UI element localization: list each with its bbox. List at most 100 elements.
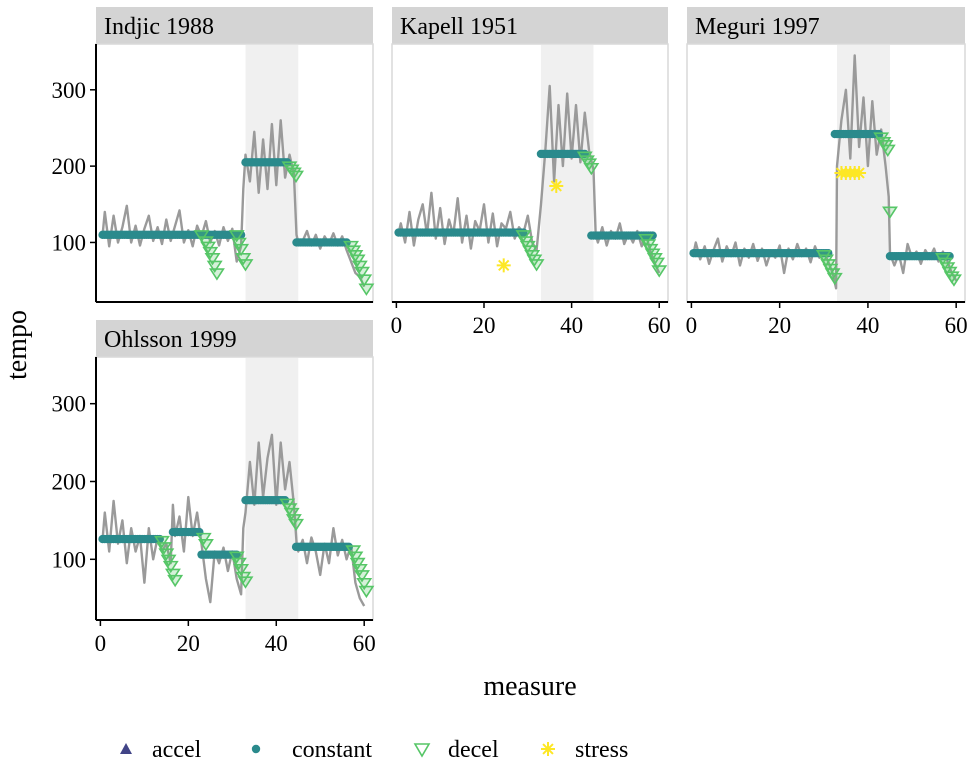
legend: accel constant decel stress — [120, 737, 628, 761]
legend-entry-constant: constant — [251, 737, 372, 761]
stress-point — [496, 258, 511, 273]
decel-point — [237, 576, 254, 589]
panel-title: Meguri 1997 — [695, 14, 820, 40]
decel-point — [164, 568, 181, 581]
decel-point — [354, 570, 370, 583]
panel: Kapell 1951 0 20 40 60 — [391, 7, 671, 338]
decel-point — [288, 170, 305, 183]
stress-stroke — [542, 743, 554, 755]
constant-segment — [292, 238, 351, 247]
decel-point — [204, 253, 221, 266]
decel-point — [358, 585, 375, 599]
constant-segment — [291, 542, 354, 552]
decel-point — [583, 162, 600, 176]
decel-point — [356, 274, 373, 287]
panels: Indjic 1988 100 200 300 Kapell 1951 0 20 40 60 Me… — [52, 7, 968, 656]
decel-point — [197, 539, 214, 552]
decel-point — [349, 254, 366, 267]
y-axis-title: tempo — [2, 310, 33, 380]
panel-background — [95, 356, 374, 621]
panel-background — [95, 43, 374, 303]
decel-point — [351, 563, 368, 577]
decel-point — [235, 253, 252, 266]
decel-point — [649, 257, 666, 270]
x-tick-label: 60 — [648, 313, 671, 338]
x-tick-label: 0 — [686, 313, 698, 338]
y-tick-label: 100 — [52, 230, 87, 255]
decel-point — [195, 532, 212, 546]
decel-point — [347, 551, 364, 564]
panel: Ohlsson 1999 100 200 300 0 20 40 60 — [52, 320, 376, 656]
decel-point — [882, 206, 898, 219]
decel-point — [358, 283, 375, 296]
x-tick-label: 20 — [473, 313, 496, 338]
stress-stroke — [498, 259, 510, 272]
decel-point — [206, 260, 223, 274]
constant-segment — [885, 252, 954, 261]
x-tick-label: 40 — [560, 313, 583, 338]
decel-point — [233, 563, 250, 577]
stress-point — [852, 166, 867, 180]
decel-point — [158, 548, 175, 561]
decel-point — [162, 560, 179, 574]
legend-label: accel — [152, 737, 202, 761]
strip-background — [96, 7, 373, 44]
x-tick-label: 60 — [945, 313, 968, 338]
legend-accel-icon — [120, 743, 132, 754]
decel-point — [283, 507, 300, 521]
decel-point — [356, 577, 373, 591]
constant-segment — [689, 248, 833, 258]
decel-point — [156, 542, 173, 555]
panel-title: Kapell 1951 — [400, 14, 518, 40]
constant-segment — [394, 228, 528, 237]
constant-segment — [830, 129, 884, 139]
decel-point — [208, 268, 225, 281]
decel-point — [351, 260, 368, 274]
decel-point — [651, 265, 668, 278]
x-tick-label: 40 — [856, 313, 879, 338]
decel-point — [160, 554, 177, 567]
decel-point — [945, 274, 962, 287]
y-tick-label: 100 — [52, 547, 87, 572]
y-tick-label: 200 — [52, 154, 87, 179]
decel-point — [193, 230, 210, 243]
panel-title: Indjic 1988 — [104, 14, 214, 40]
constant-segment — [241, 495, 290, 505]
stress-stroke — [853, 167, 865, 179]
y-tick-label: 200 — [52, 469, 87, 494]
panel: Meguri 1997 0 20 40 60 — [686, 7, 968, 338]
decel-point — [354, 266, 370, 280]
legend-entry-accel: accel — [120, 737, 202, 761]
decel-point — [233, 243, 250, 257]
stress-point — [549, 178, 564, 193]
stress-stroke — [550, 180, 562, 192]
legend-stress-icon — [541, 742, 555, 756]
legend-entry-decel: decel — [413, 737, 499, 761]
shaded-region — [540, 45, 594, 301]
decel-point — [345, 545, 362, 558]
decel-point — [153, 535, 170, 549]
decel-point — [230, 237, 247, 251]
decel-point — [826, 272, 843, 286]
x-tick-label: 0 — [391, 313, 403, 338]
panel-background — [391, 43, 669, 303]
decel-point — [230, 557, 247, 571]
legend-label: constant — [292, 737, 372, 761]
y-tick-label: 300 — [52, 392, 87, 417]
x-tick-label: 60 — [353, 631, 376, 656]
decel-point — [528, 259, 545, 272]
legend-entry-stress: stress — [541, 737, 628, 761]
x-axis-title: measure — [483, 671, 576, 702]
legend-label: stress — [575, 737, 628, 761]
constant-segment — [98, 230, 235, 240]
decel-point — [879, 144, 896, 157]
decel-point — [515, 230, 532, 243]
decel-point — [167, 574, 184, 588]
panel: Indjic 1988 100 200 300 — [52, 7, 375, 303]
x-tick-label: 40 — [265, 631, 288, 656]
strip-background — [392, 7, 668, 44]
decel-point — [228, 230, 245, 243]
decel-point — [237, 259, 254, 272]
decel-point — [228, 551, 245, 564]
